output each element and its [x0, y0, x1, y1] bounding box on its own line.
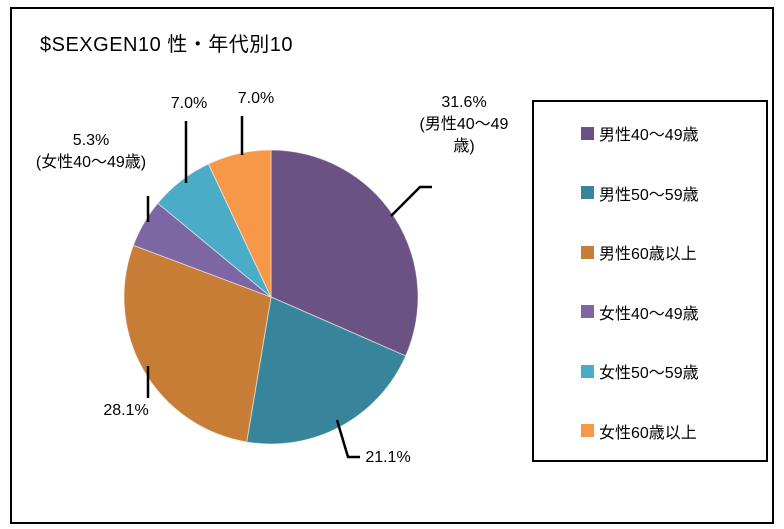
legend-label-male50: 男性50〜59歳 — [599, 186, 699, 204]
slice-label-female60: 7.0% — [231, 88, 281, 110]
legend-item-male50[interactable]: 男性50〜59歳 — [534, 182, 766, 204]
legend-item-female50[interactable]: 女性50〜59歳 — [534, 360, 766, 382]
legend-label-female50: 女性50〜59歳 — [599, 365, 699, 383]
pie-slice-6[interactable] — [207, 149, 272, 298]
slice-label-female60-pct: 7.0% — [237, 90, 275, 107]
legend-swatch-female40-icon — [581, 305, 594, 319]
legend-item-female40[interactable]: 女性40〜49歳 — [534, 301, 766, 323]
slice-label-female50: 7.0% — [164, 93, 214, 115]
legend: 男性40〜49歳 男性50〜59歳 男性60歳以上 女性40〜49歳 女性50〜… — [532, 100, 768, 462]
pie-slice-3[interactable] — [123, 244, 272, 443]
slice-label-male50: 21.1% — [358, 447, 418, 469]
slice-label-male40-name: (男性40〜49 — [419, 116, 509, 133]
pie-slice-2[interactable] — [246, 296, 407, 445]
legend-swatch-male50-icon — [581, 186, 594, 200]
legend-item-male40[interactable]: 男性40〜49歳 — [534, 122, 766, 144]
slice-label-male40: 31.6% (男性40〜49 歳) — [403, 92, 525, 158]
legend-label-female40: 女性40〜49歳 — [599, 305, 699, 323]
legend-item-female60[interactable]: 女性60歳以上 — [534, 420, 766, 442]
slice-label-male60: 28.1% — [94, 400, 158, 422]
chart-title: $SEXGEN10 性・年代別10 — [40, 34, 294, 56]
pie-slice-1[interactable] — [270, 149, 419, 357]
slice-label-female40: 5.3% (女性40〜49歳) — [18, 130, 164, 174]
slice-label-male60-pct: 28.1% — [103, 402, 149, 419]
legend-swatch-female50-icon — [581, 364, 594, 378]
leader-line-male50 — [335, 419, 360, 459]
legend-label-female60: 女性60歳以上 — [599, 424, 697, 442]
slice-label-male40-name2: 歳) — [453, 138, 475, 155]
legend-swatch-female60-icon — [581, 424, 594, 438]
slice-label-female40-name: (女性40〜49歳) — [35, 154, 147, 171]
slice-label-female50-pct: 7.0% — [170, 95, 208, 112]
legend-label-male40: 男性40〜49歳 — [599, 127, 699, 144]
legend-label-male60: 男性60歳以上 — [599, 246, 697, 264]
slice-label-female40-pct: 5.3% — [72, 132, 110, 149]
legend-swatch-male60-icon — [581, 245, 594, 259]
pie-slices-group — [123, 149, 419, 445]
legend-item-male60[interactable]: 男性60歳以上 — [534, 241, 766, 263]
slice-label-male40-pct: 31.6% — [441, 94, 487, 111]
slice-label-male50-pct: 21.1% — [365, 449, 411, 466]
legend-swatch-male40-icon — [581, 126, 594, 140]
leader-line-male40 — [390, 185, 432, 217]
